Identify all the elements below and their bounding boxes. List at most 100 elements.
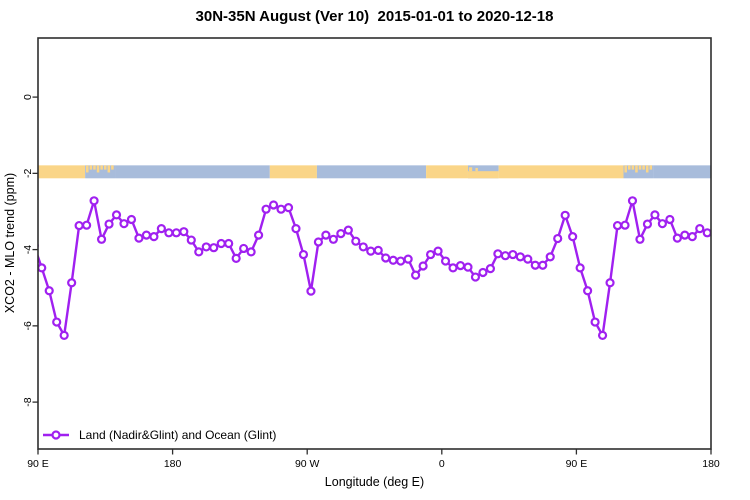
data-point-marker: [89, 196, 99, 206]
data-series: [38, 196, 711, 340]
x-tick-label: 90 E: [27, 458, 49, 470]
data-point-marker: [216, 238, 226, 249]
map-band-island: [627, 165, 631, 170]
map-band-island: [638, 165, 642, 170]
data-point-marker: [642, 219, 653, 229]
map-band: [38, 165, 711, 179]
y-tick-label: -4: [22, 245, 34, 254]
data-point-marker: [710, 230, 711, 236]
x-tick-label: 180: [164, 458, 182, 470]
data-point-marker: [680, 230, 690, 240]
map-band-island: [103, 165, 107, 170]
data-point-marker: [134, 233, 144, 243]
data-point-marker: [568, 232, 578, 242]
data-point-marker: [463, 262, 473, 272]
data-point-marker: [343, 225, 353, 235]
data-point-marker: [313, 237, 324, 247]
data-point-marker: [351, 236, 361, 246]
data-point-marker: [253, 230, 264, 240]
map-band-island: [631, 165, 635, 170]
data-point-marker: [493, 249, 503, 259]
data-point-marker: [560, 210, 570, 220]
map-band-island: [649, 165, 653, 170]
data-point-marker: [425, 249, 436, 260]
map-band-island: [107, 165, 111, 173]
map-band-island: [96, 165, 100, 173]
map-band-island: [100, 165, 103, 170]
data-point-marker: [104, 219, 114, 229]
data-point-marker: [224, 238, 234, 249]
data-point-marker: [171, 228, 181, 238]
data-point-marker: [523, 254, 533, 264]
data-point-marker: [194, 247, 204, 257]
map-band-land: [498, 165, 624, 179]
data-point-marker: [433, 246, 443, 256]
map-band-island: [111, 165, 114, 170]
data-point-marker: [246, 247, 256, 257]
y-tick-label: -6: [22, 321, 34, 330]
data-point-marker: [620, 220, 630, 230]
data-point-marker: [358, 242, 368, 252]
legend-symbol: [43, 430, 69, 440]
y-tick-label: -8: [22, 397, 34, 406]
data-point-marker: [553, 233, 563, 244]
data-point-marker: [388, 255, 398, 265]
data-point-marker: [164, 228, 174, 238]
map-band-island: [475, 167, 478, 172]
map-band-island: [93, 165, 96, 170]
chart-title: 30N-35N August (Ver 10) 2015-01-01 to 20…: [195, 8, 554, 25]
data-point-marker: [291, 224, 301, 234]
legend: Land (Nadir&Glint) and Ocean (Glint): [42, 428, 276, 442]
legend-marker-circle: [51, 430, 61, 440]
series-line: [38, 199, 711, 337]
map-band-island: [468, 167, 473, 172]
data-point-marker: [82, 220, 92, 230]
data-point-marker: [231, 253, 241, 263]
data-point-marker: [67, 278, 77, 288]
x-tick-label: 0: [439, 458, 445, 470]
plot-border: [37, 37, 712, 450]
data-point-marker: [209, 243, 219, 253]
data-point-marker: [283, 203, 294, 213]
map-band-land: [269, 165, 317, 179]
data-point-marker: [141, 230, 152, 240]
data-point-marker: [545, 252, 555, 262]
data-point-marker: [366, 246, 376, 256]
x-tick-label: 90 E: [566, 458, 588, 470]
legend-label: Land (Nadir&Glint) and Ocean (Glint): [79, 428, 277, 442]
data-point-marker: [96, 234, 107, 244]
data-point-marker: [612, 220, 623, 231]
data-point-marker: [672, 233, 682, 243]
data-point-marker: [478, 267, 488, 278]
data-point-marker: [665, 214, 675, 225]
data-point-marker: [575, 263, 585, 273]
y-tick-label: 0: [22, 94, 34, 100]
data-point-marker: [298, 249, 309, 260]
x-tick-label: 90 W: [295, 458, 320, 470]
x-tick-label: 180: [702, 458, 720, 470]
data-point-marker: [657, 219, 667, 229]
data-point-marker: [515, 252, 525, 262]
data-point-marker: [508, 249, 518, 260]
data-point-marker: [485, 264, 496, 274]
data-point-marker: [186, 235, 196, 245]
data-point-marker: [448, 263, 458, 273]
data-point-marker: [650, 210, 660, 220]
y-tick-label: -2: [22, 169, 34, 178]
map-band-island: [624, 165, 627, 173]
data-point-marker: [268, 200, 279, 210]
map-band-coast-land: [467, 171, 499, 179]
data-point-marker: [411, 270, 421, 280]
data-point-marker: [261, 204, 271, 214]
x-axis-title: Longitude (deg E): [324, 475, 425, 489]
data-point-marker: [119, 219, 129, 229]
data-point-marker: [126, 214, 137, 225]
data-point-marker: [583, 286, 593, 296]
data-point-marker: [239, 243, 249, 254]
data-point-marker: [455, 261, 466, 271]
data-point-marker: [52, 317, 62, 327]
data-point-marker: [538, 260, 548, 270]
map-band-island: [645, 165, 649, 173]
